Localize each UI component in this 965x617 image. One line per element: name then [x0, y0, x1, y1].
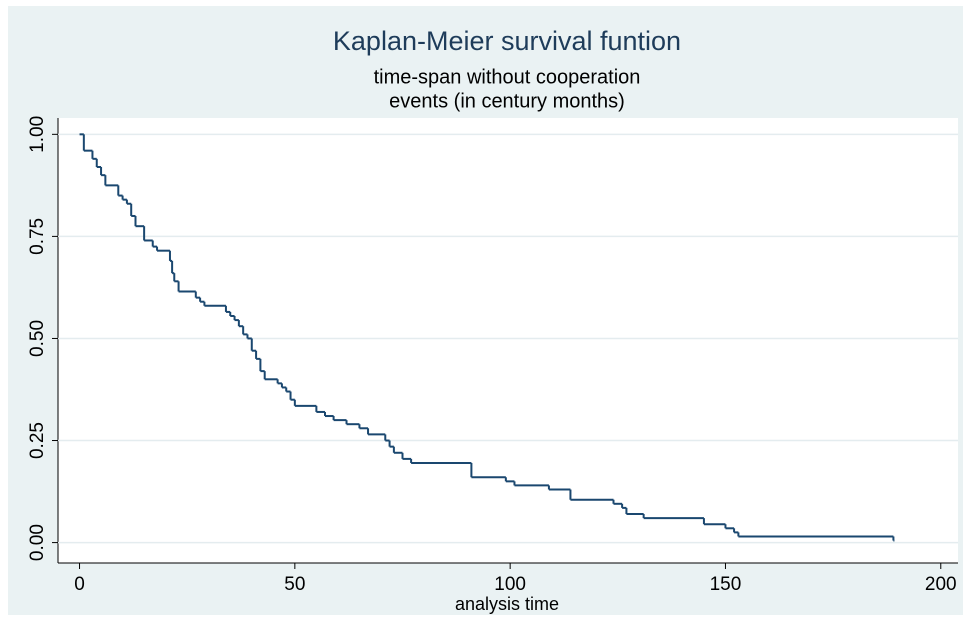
x-tick-label: 0	[74, 574, 85, 595]
x-tick-label: 100	[494, 574, 526, 595]
x-tick-label: 150	[710, 574, 742, 595]
x-axis-label: analysis time	[455, 594, 559, 614]
y-tick-label: 1.00	[27, 116, 48, 153]
y-tick-label: 0.50	[27, 320, 48, 357]
x-tick-label: 200	[925, 574, 957, 595]
chart-subtitle: events (in century months)	[389, 90, 625, 112]
y-tick-label: 0.25	[27, 422, 48, 459]
plot-area	[58, 118, 958, 563]
chart-subtitle: time-span without cooperation	[374, 66, 641, 88]
y-tick-label: 0.00	[27, 524, 48, 561]
x-tick-label: 50	[284, 574, 305, 595]
chart-title: Kaplan-Meier survival funtion	[333, 26, 681, 56]
y-tick-label: 0.75	[27, 218, 48, 255]
